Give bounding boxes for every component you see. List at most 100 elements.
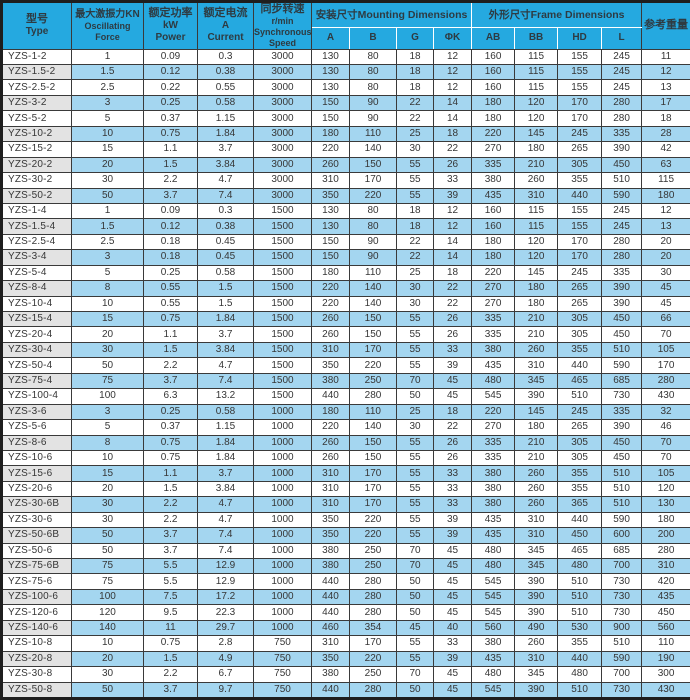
value-cell: 1.1 [144, 466, 198, 481]
value-cell: 480 [472, 373, 515, 388]
value-cell: 5 [72, 265, 144, 280]
value-cell: 145 [515, 265, 558, 280]
value-cell: 1000 [254, 559, 312, 574]
model-cell: YZS-20-2 [2, 157, 72, 172]
value-cell: 440 [312, 605, 350, 620]
value-cell: 1 [72, 49, 144, 64]
value-cell: 26 [434, 157, 472, 172]
value-cell: 90 [350, 250, 397, 265]
value-cell: 480 [558, 559, 602, 574]
value-cell: 170 [558, 95, 602, 110]
value-cell: 3000 [254, 80, 312, 95]
value-cell: 310 [312, 636, 350, 651]
value-cell: 12 [642, 65, 690, 80]
value-cell: 450 [558, 528, 602, 543]
value-cell: 1000 [254, 620, 312, 635]
value-cell: 365 [558, 497, 602, 512]
value-cell: 150 [350, 157, 397, 172]
model-cell: YZS-3-2 [2, 95, 72, 110]
value-cell: 750 [254, 667, 312, 682]
value-cell: 180 [312, 404, 350, 419]
value-cell: 310 [515, 358, 558, 373]
value-cell: 0.55 [144, 281, 198, 296]
value-cell: 730 [602, 605, 642, 620]
value-cell: 150 [350, 450, 397, 465]
value-cell: 465 [558, 373, 602, 388]
value-cell: 160 [472, 80, 515, 95]
model-cell: YZS-30-8 [2, 667, 72, 682]
value-cell: 100 [72, 589, 144, 604]
value-cell: 145 [515, 126, 558, 141]
value-cell: 30 [397, 281, 434, 296]
value-cell: 45 [434, 574, 472, 589]
value-cell: 115 [515, 65, 558, 80]
value-cell: 140 [350, 296, 397, 311]
value-cell: 354 [350, 620, 397, 635]
value-cell: 180 [312, 265, 350, 280]
value-cell: 180 [472, 250, 515, 265]
value-cell: 310 [312, 173, 350, 188]
value-cell: 200 [642, 528, 690, 543]
value-cell: 5 [72, 420, 144, 435]
value-cell: 220 [350, 188, 397, 203]
value-cell: 280 [602, 111, 642, 126]
value-cell: 9.5 [144, 605, 198, 620]
value-cell: 145 [515, 404, 558, 419]
value-cell: 55 [397, 528, 434, 543]
value-cell: 270 [472, 142, 515, 157]
value-cell: 335 [472, 327, 515, 342]
col-header-weight: 参考重量 [642, 2, 690, 50]
value-cell: 7.4 [198, 543, 254, 558]
value-cell: 30 [642, 265, 690, 280]
value-cell: 45 [434, 543, 472, 558]
value-cell: 260 [312, 312, 350, 327]
value-cell: 15 [72, 312, 144, 327]
sub-header-ab: AB [472, 27, 515, 49]
value-cell: 170 [558, 250, 602, 265]
value-cell: 15 [72, 466, 144, 481]
value-cell: 8 [72, 281, 144, 296]
value-cell: 440 [558, 358, 602, 373]
value-cell: 45 [434, 605, 472, 620]
value-cell: 1000 [254, 466, 312, 481]
value-cell: 70 [642, 435, 690, 450]
value-cell: 245 [602, 203, 642, 218]
value-cell: 3 [72, 404, 144, 419]
value-cell: 55 [397, 497, 434, 512]
value-cell: 0.09 [144, 49, 198, 64]
model-cell: YZS-100-6 [2, 589, 72, 604]
value-cell: 350 [312, 358, 350, 373]
value-cell: 70 [397, 667, 434, 682]
value-cell: 1500 [254, 219, 312, 234]
model-cell: YZS-75-6B [2, 559, 72, 574]
value-cell: 150 [350, 312, 397, 327]
value-cell: 305 [558, 450, 602, 465]
value-cell: 0.12 [144, 65, 198, 80]
value-cell: 310 [312, 466, 350, 481]
value-cell: 1500 [254, 373, 312, 388]
value-cell: 440 [312, 389, 350, 404]
model-cell: YZS-100-4 [2, 389, 72, 404]
value-cell: 140 [350, 281, 397, 296]
value-cell: 0.25 [144, 404, 198, 419]
value-cell: 0.75 [144, 126, 198, 141]
model-cell: YZS-140-6 [2, 620, 72, 635]
value-cell: 380 [472, 636, 515, 651]
value-cell: 22 [397, 95, 434, 110]
value-cell: 435 [472, 358, 515, 373]
value-cell: 18 [397, 203, 434, 218]
value-cell: 75 [72, 373, 144, 388]
value-cell: 0.38 [198, 65, 254, 80]
value-cell: 12 [642, 203, 690, 218]
value-cell: 55 [397, 327, 434, 342]
value-cell: 305 [558, 327, 602, 342]
value-cell: 2.5 [72, 80, 144, 95]
